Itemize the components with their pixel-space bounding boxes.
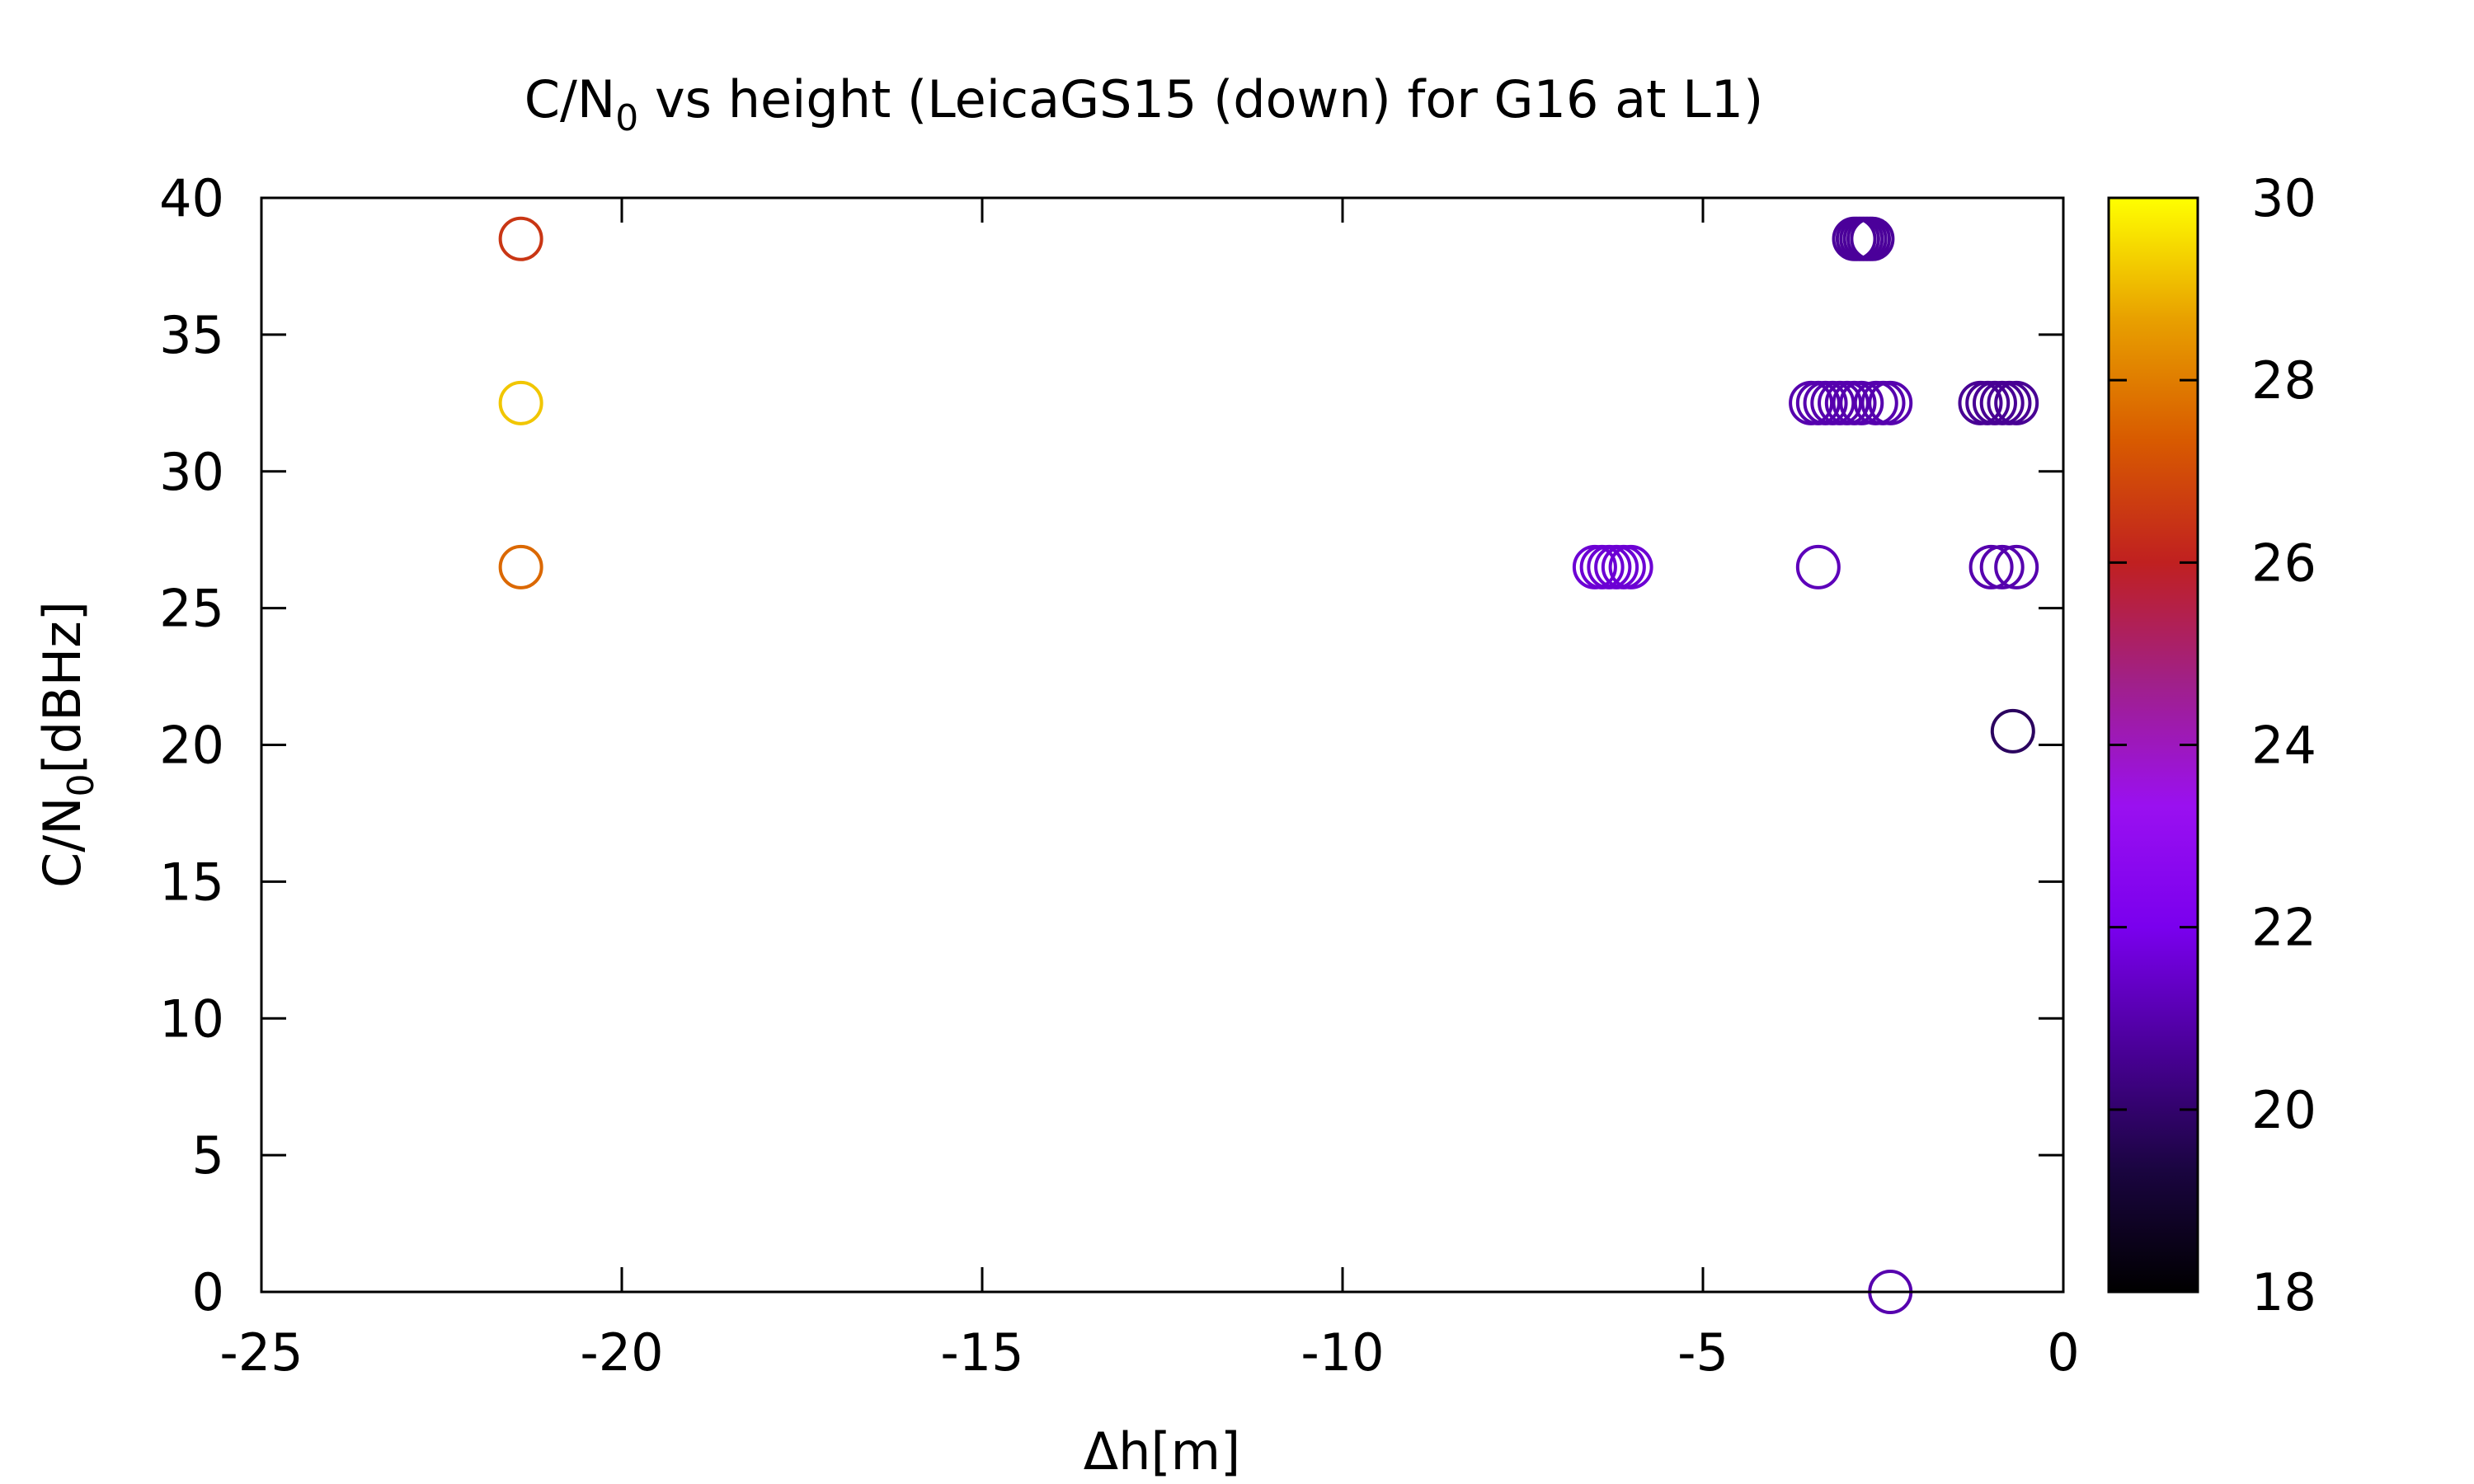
y-tick-label: 10 bbox=[159, 989, 224, 1049]
colorbar-tick-label: 22 bbox=[2251, 898, 2316, 958]
colorbar-tick-label: 28 bbox=[2251, 350, 2316, 411]
data-point bbox=[1795, 544, 1841, 589]
colorbar-tick-label: 26 bbox=[2251, 533, 2316, 593]
data-point bbox=[1850, 216, 1895, 261]
x-tick-label: -20 bbox=[580, 1322, 663, 1383]
colorbar-tick-label: 18 bbox=[2251, 1262, 2316, 1322]
y-tick-label: 30 bbox=[159, 442, 224, 502]
data-point bbox=[1839, 380, 1884, 425]
data-point bbox=[1868, 380, 1913, 425]
y-tick-label: 0 bbox=[192, 1262, 224, 1322]
colorbar-tick-label: 30 bbox=[2251, 168, 2316, 228]
y-tick-label: 35 bbox=[159, 305, 224, 365]
y-tick-label: 25 bbox=[159, 579, 224, 639]
data-point bbox=[1994, 380, 2039, 425]
colorbar-tick-label: 24 bbox=[2251, 716, 2316, 776]
x-tick-label: -5 bbox=[1677, 1322, 1729, 1383]
data-point bbox=[498, 544, 543, 589]
plot-points bbox=[498, 216, 2039, 1314]
data-point bbox=[498, 380, 543, 425]
data-point bbox=[1968, 544, 2014, 589]
x-axis-ticks: -25 -20 -15 -10 -5 0 bbox=[219, 198, 2080, 1383]
data-point bbox=[1990, 708, 2035, 754]
data-point bbox=[498, 216, 543, 261]
plot-frame bbox=[260, 196, 2065, 1294]
data-point bbox=[1979, 544, 2025, 589]
x-tick-label: -25 bbox=[219, 1322, 303, 1383]
data-point bbox=[1608, 544, 1653, 589]
x-tick-label: 0 bbox=[2047, 1322, 2079, 1383]
colorbar-frame bbox=[2107, 196, 2199, 1294]
y-tick-label: 20 bbox=[159, 716, 224, 776]
x-axis-label: Δh[m] bbox=[1084, 1421, 1240, 1482]
y-axis-label: C/N0[dBHz] bbox=[32, 601, 102, 888]
colorbar-tick-label: 20 bbox=[2251, 1080, 2316, 1140]
x-tick-label: -10 bbox=[1300, 1322, 1384, 1383]
y-tick-label: 15 bbox=[159, 852, 224, 912]
y-tick-label: 40 bbox=[159, 168, 224, 228]
y-axis-ticks: 0 5 10 15 20 25 30 35 40 bbox=[159, 168, 2063, 1322]
colorbar: 18 20 22 24 26 28 30 bbox=[2107, 168, 2316, 1322]
data-point bbox=[1994, 544, 2039, 589]
chart-title: C/N0 vs height (LeicaGS15 (down) for G16… bbox=[524, 69, 1764, 139]
x-tick-label: -15 bbox=[940, 1322, 1023, 1383]
colorbar-ticks: 18 20 22 24 26 28 30 bbox=[2109, 168, 2316, 1322]
y-tick-label: 5 bbox=[192, 1125, 224, 1186]
